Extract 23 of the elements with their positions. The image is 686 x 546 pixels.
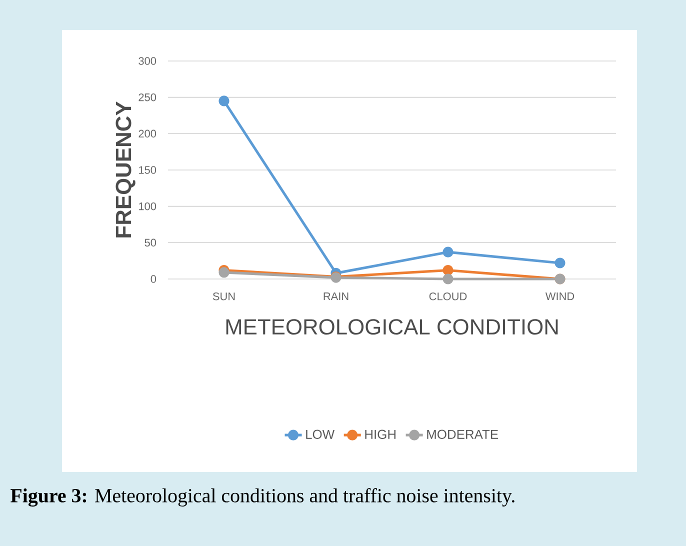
y-tick-label: 250 bbox=[138, 93, 156, 102]
x-tick-label: WIND bbox=[545, 292, 574, 300]
point bbox=[442, 274, 454, 284]
point bbox=[218, 267, 230, 278]
y-tick-label: 50 bbox=[144, 238, 156, 247]
y-tick-label: 0 bbox=[150, 275, 156, 283]
x-tick-label: RAIN bbox=[324, 292, 348, 300]
x-tick-label: CLOUD bbox=[429, 292, 467, 300]
point bbox=[442, 264, 454, 276]
y-tick-label: 100 bbox=[139, 202, 156, 210]
point bbox=[442, 246, 454, 258]
y-tick-label: 150 bbox=[139, 166, 156, 174]
y-axis-title: FREQUENCY bbox=[116, 102, 136, 238]
y-tick-label: 300 bbox=[138, 57, 156, 65]
text: Figure 3: Meteorological conditions and traffic noise intensity. bbox=[10, 488, 514, 507]
legend-label: MODERATE bbox=[427, 430, 498, 439]
x-tick-label: SUN bbox=[212, 292, 235, 300]
point bbox=[554, 258, 566, 268]
y-tick-label: 200 bbox=[138, 130, 156, 138]
x-axis-title: METEOROLOGICAL CONDITION bbox=[226, 319, 558, 335]
point bbox=[218, 96, 230, 106]
legend-label: HIGH bbox=[365, 430, 396, 439]
legend-label: LOW bbox=[306, 430, 335, 439]
